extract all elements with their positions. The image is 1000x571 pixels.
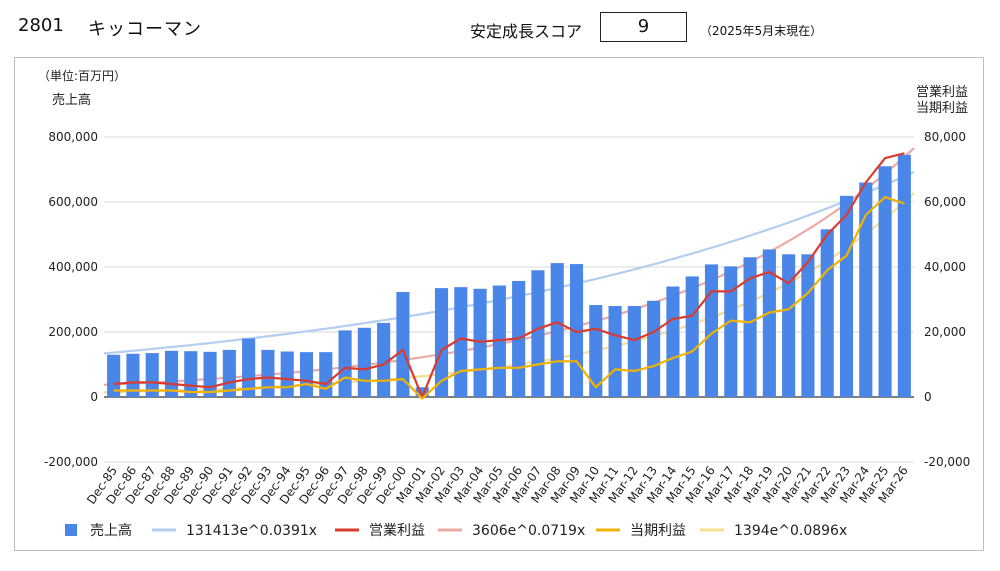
trendline <box>103 192 915 394</box>
bar-sales <box>704 264 719 397</box>
bar-sales <box>242 338 256 397</box>
bar-sales <box>608 306 622 397</box>
left-tick-label: 600,000 <box>48 195 98 209</box>
bar-sales <box>589 305 603 397</box>
chart-frame <box>14 57 984 551</box>
bar-sales <box>107 354 121 397</box>
bar-sales <box>666 286 680 397</box>
bar-sales <box>550 263 564 397</box>
bar-sales <box>762 249 776 397</box>
bar-sales <box>454 287 468 397</box>
right-tick-label: -20,000 <box>924 455 970 469</box>
legend-label-op-trend: 3606e^0.0719x <box>472 523 585 539</box>
as-of-date: （2025年5月末現在） <box>700 24 823 38</box>
bar-sales <box>569 264 584 397</box>
legend-label-sales-trend: 131413e^0.0391x <box>186 523 317 539</box>
company-name: キッコーマン <box>88 19 202 40</box>
bar-sales <box>357 327 371 397</box>
trendline <box>103 170 915 355</box>
legend-label-sales: 売上高 <box>90 522 132 539</box>
bar-sales <box>647 300 661 397</box>
bar-sales <box>839 195 854 397</box>
bar-sales <box>782 254 796 397</box>
bar-sales <box>261 349 275 397</box>
bar-sales <box>377 322 391 397</box>
legend-label-net-trend: 1394e^0.0896x <box>734 523 847 539</box>
legend-swatch-sales <box>65 524 77 536</box>
bar-sales <box>685 276 699 397</box>
right-tick-label: 60,000 <box>924 195 966 209</box>
score-value: 9 <box>600 12 687 42</box>
bar-sales <box>801 254 815 397</box>
bar-sales <box>222 349 236 397</box>
right-axis-title-1: 営業利益 <box>916 84 968 100</box>
bar-sales <box>184 351 198 397</box>
bar-sales <box>319 352 333 397</box>
stock-code: 2801 <box>18 15 64 36</box>
bar-sales <box>164 350 179 397</box>
bar-sales <box>743 257 757 397</box>
bar-sales <box>126 353 140 397</box>
left-tick-label: 0 <box>90 390 98 404</box>
right-tick-label: 40,000 <box>924 260 966 274</box>
left-axis-title: 売上高 <box>52 92 91 108</box>
bar-sales <box>280 351 294 397</box>
bar-sales <box>299 352 314 397</box>
line-net-profit <box>113 196 905 400</box>
right-axis-title-2: 当期利益 <box>916 101 968 116</box>
legend-label-net: 当期利益 <box>630 523 686 539</box>
bar-sales <box>203 351 217 397</box>
left-tick-label: 200,000 <box>48 325 98 339</box>
bar-sales <box>878 166 892 397</box>
bar-sales <box>531 270 545 397</box>
left-tick-label: 800,000 <box>48 130 98 144</box>
trendline <box>103 147 915 386</box>
bar-sales <box>627 306 641 397</box>
gridlines <box>104 136 914 463</box>
lines <box>113 152 905 400</box>
bar-sales <box>859 182 873 397</box>
left-tick-label: 400,000 <box>48 260 98 274</box>
bar-sales <box>897 154 911 397</box>
left-tick-label: -200,000 <box>44 455 98 469</box>
bar-sales <box>145 353 159 397</box>
bar-sales <box>724 266 738 397</box>
bars <box>107 154 911 397</box>
bar-sales <box>396 292 410 397</box>
unit-label: （単位:百万円） <box>38 68 126 83</box>
bar-sales <box>338 330 352 397</box>
bar-sales <box>434 288 449 397</box>
bar-sales <box>820 229 834 397</box>
trendlines <box>103 147 915 394</box>
right-tick-label: 0 <box>924 390 932 404</box>
line-operating-profit <box>113 152 905 399</box>
legend: 売上高 131413e^0.0391x 営業利益 3606e^0.0719x 当… <box>65 522 847 539</box>
right-tick-label: 20,000 <box>924 325 966 339</box>
bar-sales <box>415 387 429 397</box>
score-label: 安定成長スコア <box>470 22 583 41</box>
header: 2801 キッコーマン 安定成長スコア 9 （2025年5月末現在） <box>0 0 1000 50</box>
right-tick-label: 80,000 <box>924 130 966 144</box>
legend-label-op: 営業利益 <box>369 523 425 539</box>
